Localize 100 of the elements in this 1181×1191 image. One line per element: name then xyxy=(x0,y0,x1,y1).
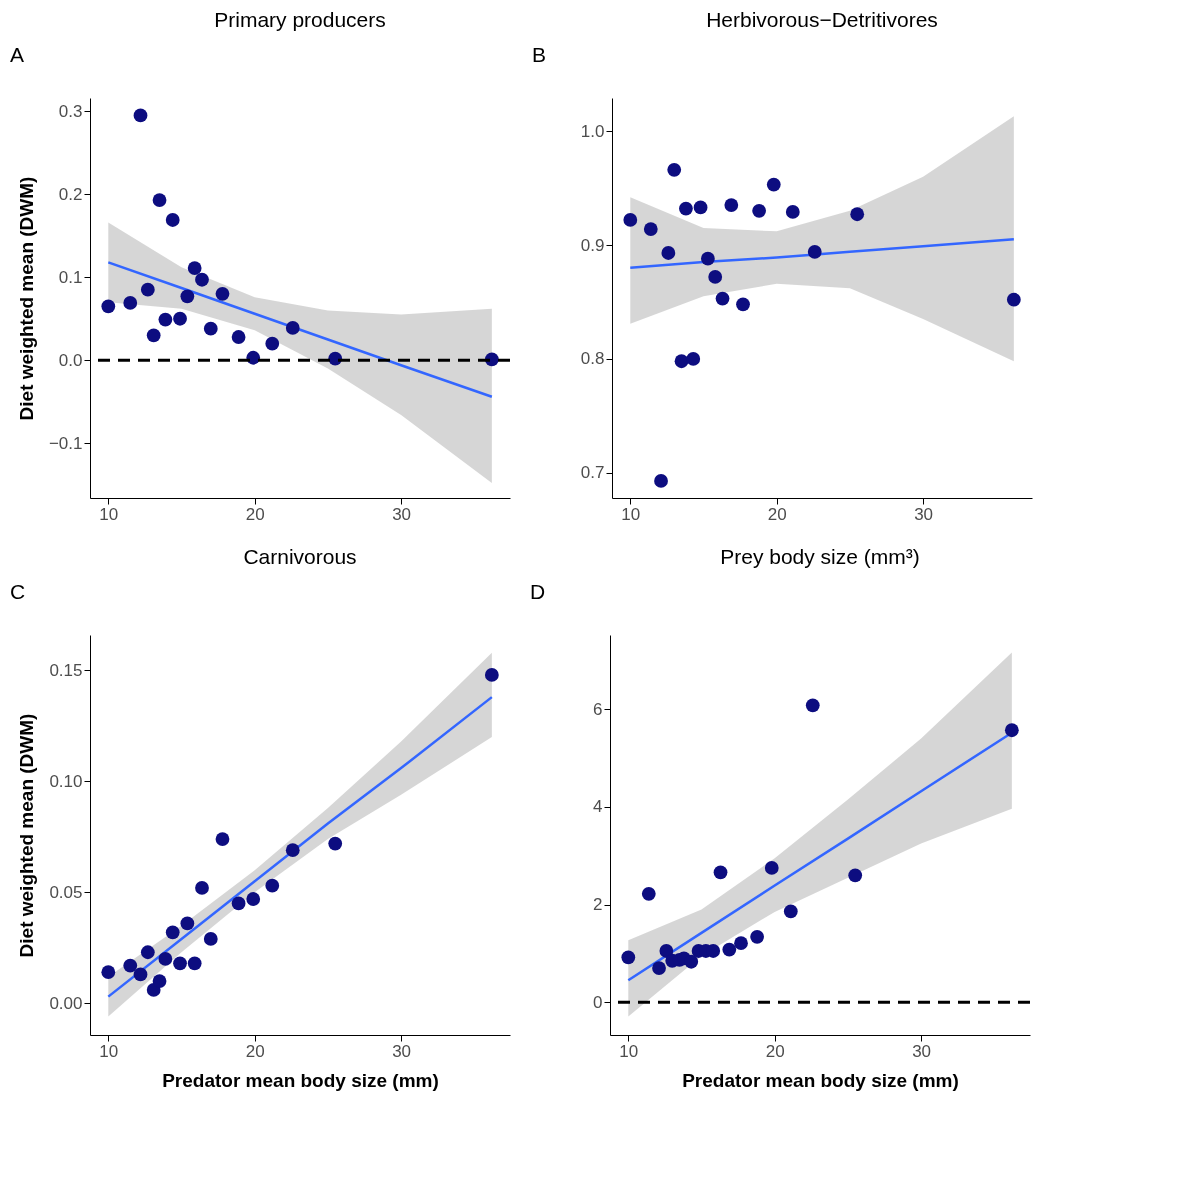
x-tick-label: 20 xyxy=(767,504,787,524)
point xyxy=(215,832,230,846)
point xyxy=(708,270,723,284)
point xyxy=(623,213,638,227)
point xyxy=(187,956,202,971)
point xyxy=(684,954,699,969)
point xyxy=(661,246,676,260)
point xyxy=(654,474,668,488)
point xyxy=(736,297,750,312)
point xyxy=(674,354,689,369)
y-tick-label: 0.0 xyxy=(58,350,83,370)
chart-title: Primary producers xyxy=(214,8,386,31)
chart-title: Prey body size (mm³) xyxy=(720,545,920,568)
point xyxy=(484,668,499,682)
point xyxy=(715,291,730,306)
point xyxy=(641,886,656,901)
x-tick-label: 20 xyxy=(765,1041,785,1061)
y-tick-label: 0.15 xyxy=(49,661,83,680)
x-tick-label: 10 xyxy=(619,1041,639,1061)
y-tick-label: 0.00 xyxy=(49,993,83,1013)
y-tick-label: 0.05 xyxy=(49,882,83,902)
point xyxy=(180,289,195,304)
y-tick-label: −0.1 xyxy=(48,433,83,453)
chart-title: Herbivorous−Detritivores xyxy=(706,8,938,31)
text: C xyxy=(10,580,26,603)
point xyxy=(713,865,728,880)
point xyxy=(766,177,781,192)
point xyxy=(805,698,820,713)
point xyxy=(173,311,187,326)
point xyxy=(180,916,195,931)
x-tick-label: 10 xyxy=(99,1041,119,1061)
y-tick-label: 0.3 xyxy=(58,101,83,121)
line-series xyxy=(107,695,494,998)
point xyxy=(285,321,300,335)
point xyxy=(265,336,280,351)
y-tick-label: 0 xyxy=(593,992,603,1012)
point xyxy=(848,868,863,883)
x-tick-label: 10 xyxy=(621,504,641,524)
point xyxy=(173,956,187,971)
y-axis-title: Diet weighted mean (DWM) xyxy=(16,713,38,958)
point xyxy=(246,350,261,365)
point xyxy=(659,944,674,958)
point xyxy=(101,299,116,314)
line-series xyxy=(107,261,494,399)
point xyxy=(643,222,658,236)
point xyxy=(165,213,180,227)
point xyxy=(158,952,173,966)
y-tick-label: 0.10 xyxy=(49,771,83,791)
text: D xyxy=(530,580,546,603)
point xyxy=(195,881,209,895)
point xyxy=(667,162,682,177)
point xyxy=(1004,723,1019,738)
point xyxy=(752,203,767,218)
x-tick-label: 30 xyxy=(392,504,412,524)
point xyxy=(652,961,666,975)
point xyxy=(152,193,167,207)
point xyxy=(140,945,155,960)
point xyxy=(123,958,138,973)
point xyxy=(231,896,246,911)
point xyxy=(724,198,739,212)
point xyxy=(187,261,202,275)
point xyxy=(123,296,138,310)
point xyxy=(165,925,180,940)
point xyxy=(203,932,218,946)
y-tick-label: 0.7 xyxy=(580,463,605,483)
y-tick-label: 6 xyxy=(593,699,603,719)
point xyxy=(764,861,779,875)
x-axis-title: Predator mean body size (mm) xyxy=(162,1069,439,1091)
y-axis-title: Diet weighted mean (DWM) xyxy=(15,176,37,421)
point xyxy=(807,244,822,259)
y-tick-label: 0.1 xyxy=(58,267,83,287)
point xyxy=(734,936,748,951)
point xyxy=(158,312,173,327)
y-tick-label: 0.8 xyxy=(580,349,605,369)
x-tick-label: 20 xyxy=(245,504,265,524)
y-tick-label: 2 xyxy=(593,895,603,915)
point xyxy=(246,892,261,906)
point xyxy=(195,272,209,287)
point xyxy=(152,974,167,988)
line-series xyxy=(629,238,1016,270)
point xyxy=(621,950,636,965)
x-tick-label: 20 xyxy=(245,1041,265,1061)
point xyxy=(850,207,865,222)
point xyxy=(140,282,155,297)
point xyxy=(203,321,218,336)
point xyxy=(693,200,708,215)
y-tick-label: 0.2 xyxy=(58,184,83,204)
x-tick-label: 30 xyxy=(392,1041,412,1061)
point xyxy=(215,286,230,301)
text: A xyxy=(10,43,25,66)
point xyxy=(686,352,701,366)
x-tick-label: 30 xyxy=(912,1041,932,1061)
x-tick-label: 30 xyxy=(914,504,934,524)
point xyxy=(285,843,300,858)
point xyxy=(146,328,161,343)
point xyxy=(679,201,693,216)
y-tick-label: 0.9 xyxy=(580,235,605,255)
point xyxy=(231,330,246,344)
point xyxy=(265,878,280,893)
x-axis-title: Predator mean body size (mm) xyxy=(682,1069,959,1091)
